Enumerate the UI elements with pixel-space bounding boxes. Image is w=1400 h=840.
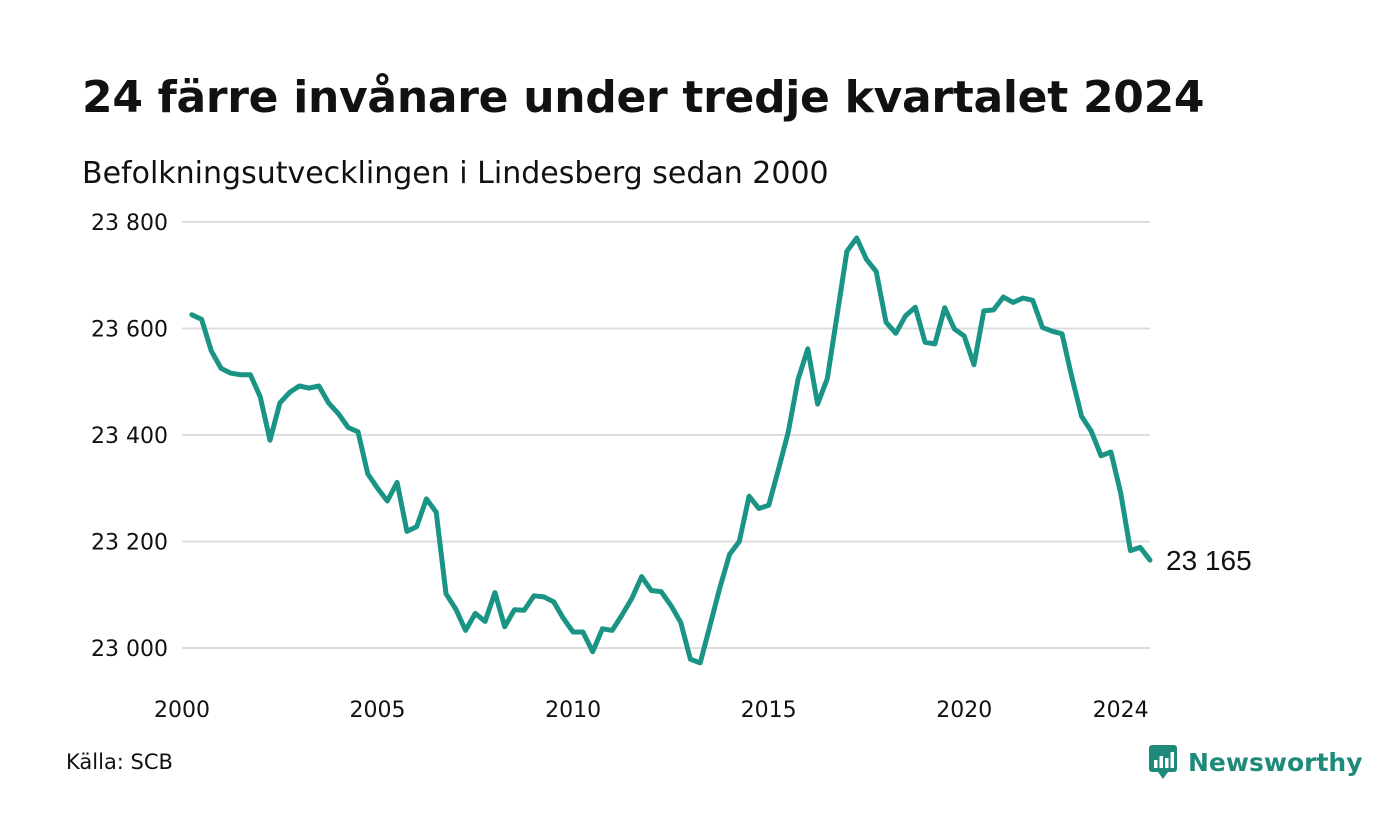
y-tick-label: 23 200: [91, 531, 168, 556]
newsworthy-icon: [1149, 745, 1177, 779]
y-tick-label: 23 400: [91, 424, 168, 449]
chart-title: 24 färre invånare under tredje kvartalet…: [82, 72, 1205, 123]
population-line: [189, 235, 1153, 666]
x-tick-label: 2015: [741, 698, 797, 723]
chart-subtitle: Befolkningsutvecklingen i Lindesberg sed…: [82, 156, 829, 191]
x-tick-label: 2020: [936, 698, 992, 723]
x-tick-label: 2005: [350, 698, 406, 723]
x-tick-label: 2000: [154, 698, 210, 723]
x-tick-label: 2010: [545, 698, 601, 723]
y-tick-label: 23 600: [91, 318, 168, 343]
source-note: Källa: SCB: [66, 750, 173, 774]
newsworthy-logo: Newsworthy: [1148, 744, 1363, 780]
y-tick-label: 23 000: [91, 637, 168, 662]
brand-name: Newsworthy: [1188, 747, 1363, 777]
end-value-label: 23 165: [1166, 545, 1252, 576]
y-tick-label: 23 800: [91, 211, 168, 236]
x-tick-label: 2024: [1093, 698, 1149, 723]
